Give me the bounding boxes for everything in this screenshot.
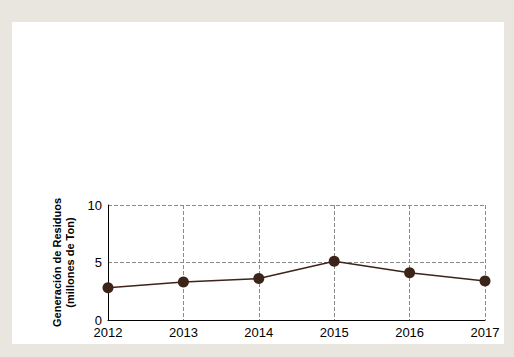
svg-text:2016: 2016 [395, 325, 424, 340]
svg-text:2017: 2017 [471, 325, 500, 340]
svg-text:0: 0 [94, 312, 102, 328]
svg-text:2014: 2014 [244, 325, 273, 340]
svg-text:2013: 2013 [169, 325, 198, 340]
svg-text:Generación de Residuos: Generación de Residuos [51, 198, 63, 327]
svg-text:2015: 2015 [320, 325, 349, 340]
svg-text:(millones de Ton): (millones de Ton) [64, 217, 76, 308]
svg-text:5: 5 [95, 255, 102, 270]
svg-text:10: 10 [88, 198, 102, 213]
svg-text:2012: 2012 [94, 325, 123, 340]
